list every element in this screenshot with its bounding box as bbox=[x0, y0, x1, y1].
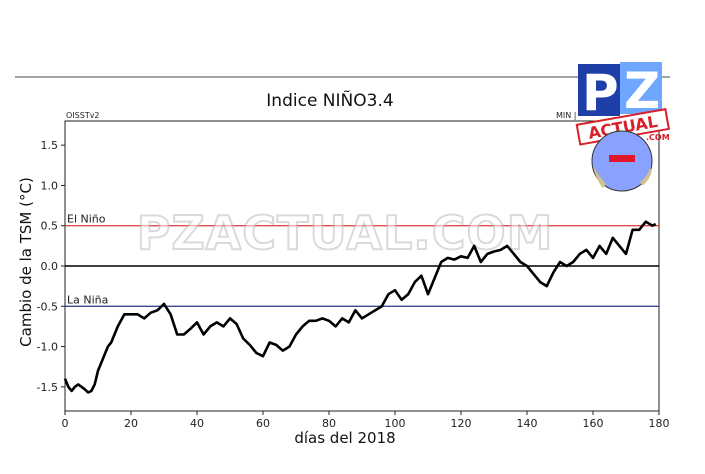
y-axis-label: Cambio de la TSM (°C) bbox=[17, 177, 35, 347]
x-tick-label: 100 bbox=[385, 417, 406, 430]
y-tick-label: -1.0 bbox=[37, 341, 58, 354]
y-tick-label: 1.0 bbox=[41, 179, 59, 192]
series-line bbox=[63, 220, 657, 394]
x-tick-label: 180 bbox=[649, 417, 670, 430]
reference-line-label: El Niño bbox=[67, 213, 106, 226]
x-tick-label: 120 bbox=[451, 417, 472, 430]
x-tick-label: 160 bbox=[583, 417, 604, 430]
x-axis-label: días del 2018 bbox=[294, 429, 395, 447]
globe-land-right bbox=[640, 168, 652, 186]
x-tick-label: 140 bbox=[517, 417, 538, 430]
watermark-text: PZACTUAL.COM bbox=[137, 206, 554, 260]
chart-title: Indice NIÑO3.4 bbox=[266, 89, 393, 111]
x-tick-label: 0 bbox=[62, 417, 69, 430]
y-tick-label: 0.0 bbox=[41, 260, 59, 273]
y-axis-ticks: -1.5 -1.0 -0.5 0.0 0.5 1.0 1.5 bbox=[37, 139, 65, 394]
pz-logo: P Z ACTUAL .COM bbox=[575, 62, 671, 192]
logo-letters: P bbox=[582, 64, 619, 122]
reference-line-label: La Niña bbox=[67, 293, 108, 306]
logo-suffix: .COM bbox=[646, 133, 670, 142]
logo-z-block bbox=[620, 62, 662, 114]
y-tick-label: 1.5 bbox=[41, 139, 59, 152]
globe-land-left bbox=[593, 166, 606, 188]
x-tick-label: 40 bbox=[190, 417, 204, 430]
x-tick-label: 60 bbox=[256, 417, 270, 430]
source-label: OISSTv2 bbox=[66, 111, 100, 120]
x-tick-label: 80 bbox=[322, 417, 336, 430]
min-label: MIN | bbox=[556, 111, 576, 120]
y-tick-label: 0.5 bbox=[41, 220, 59, 233]
nino-region-box bbox=[609, 155, 635, 162]
logo-p-block bbox=[578, 64, 620, 116]
x-axis-ticks: 0 20 40 60 80 100 120 140 160 180 bbox=[62, 411, 670, 430]
y-tick-label: -1.5 bbox=[37, 381, 58, 394]
x-tick-label: 20 bbox=[124, 417, 138, 430]
y-tick-label: -0.5 bbox=[37, 300, 58, 313]
